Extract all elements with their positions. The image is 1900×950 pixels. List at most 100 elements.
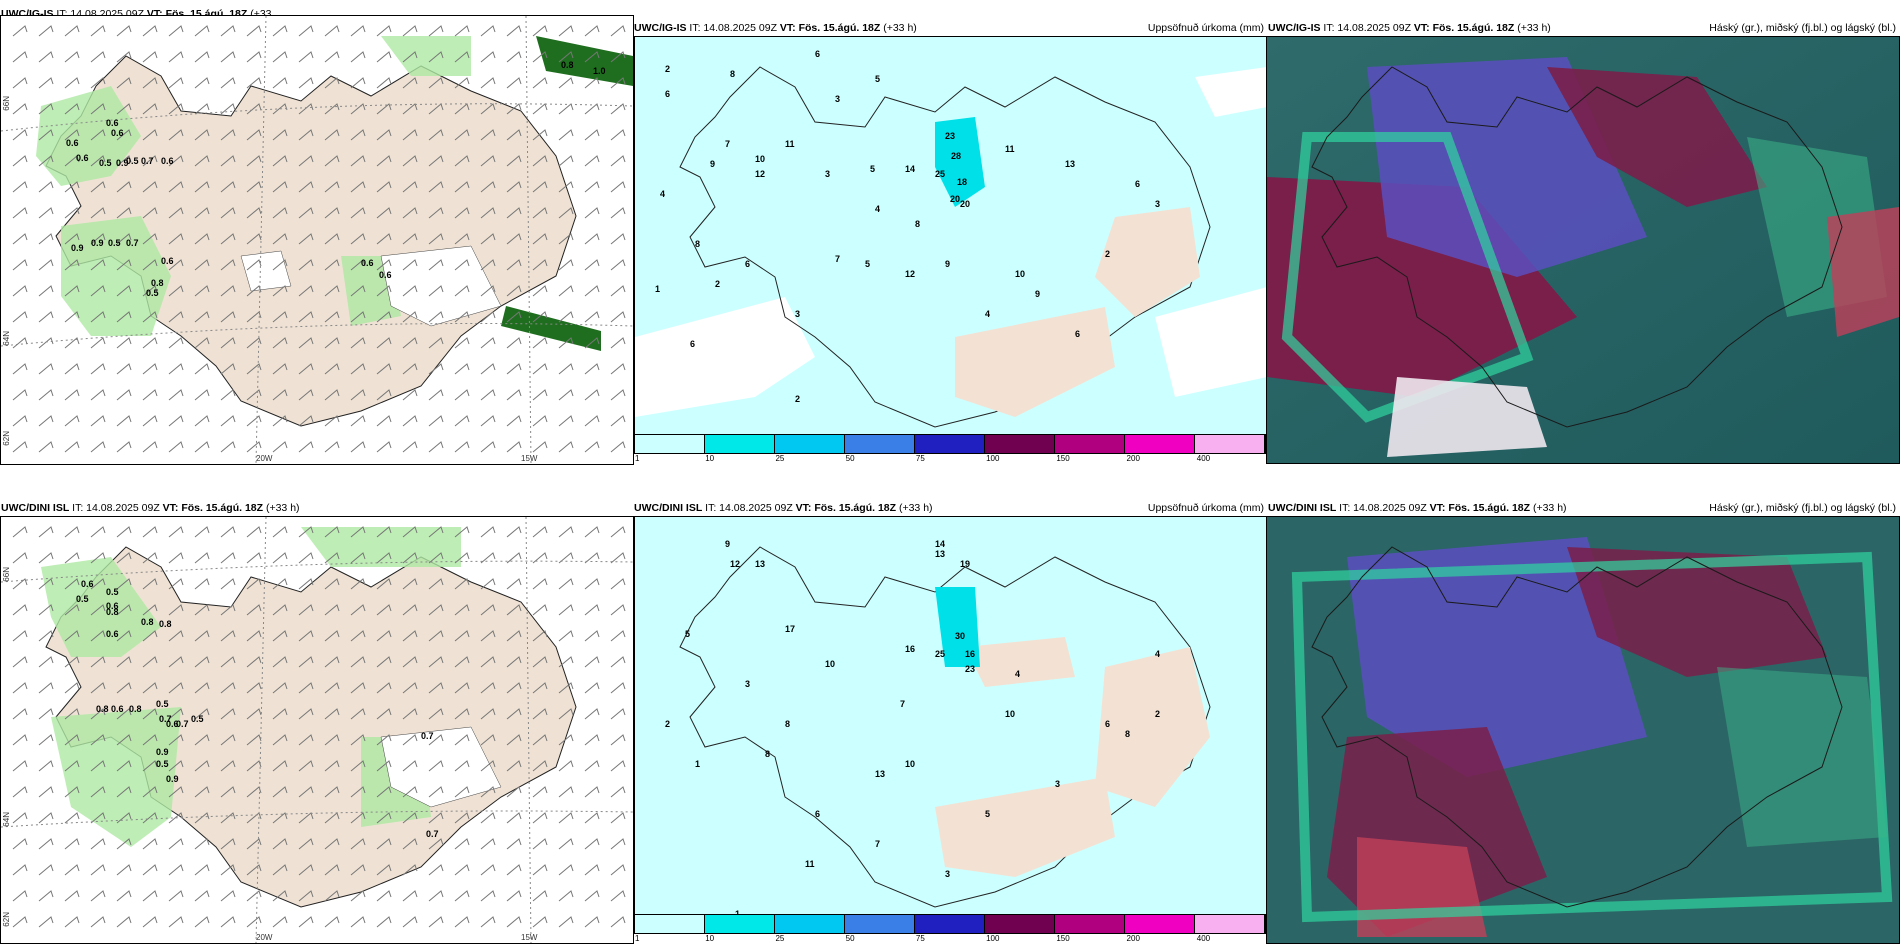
wind-barb	[350, 656, 366, 668]
value-label: 23	[945, 131, 955, 141]
wind-barb	[142, 890, 158, 902]
wind-barb	[350, 311, 366, 323]
wind-barbs-bottom	[12, 526, 626, 928]
wind-barb	[142, 233, 158, 245]
wind-barb	[376, 337, 392, 349]
wind-barb	[90, 259, 106, 271]
wind-barb	[480, 363, 496, 375]
wind-barb	[142, 578, 158, 590]
value-label: 8	[785, 719, 790, 729]
value-label: 0.5	[146, 288, 159, 298]
wind-barb	[298, 51, 314, 63]
panel-r1c1: UWC/IG-IS IT: 14.08.2025 09Z VT: Fös. 15…	[0, 8, 634, 465]
wind-barb	[532, 552, 548, 564]
colorbar-tick: 50	[845, 934, 855, 943]
cloud-map-bottom[interactable]	[1266, 516, 1900, 944]
dark-green-band-ne	[536, 36, 633, 86]
wind-barb	[246, 441, 262, 453]
wind-barb	[246, 604, 262, 616]
wind-barb	[532, 760, 548, 772]
value-label: 6	[665, 89, 670, 99]
wind-barb	[428, 259, 444, 271]
wind-barb	[298, 630, 314, 642]
wind-barb	[532, 181, 548, 193]
wind-barb	[272, 285, 288, 297]
lead-time: (+33 h)	[265, 502, 300, 514]
wind-barb	[350, 181, 366, 193]
wind-barb	[38, 415, 54, 427]
wind-barb	[272, 864, 288, 876]
value-label: 11	[1005, 144, 1015, 154]
wind-barb	[610, 916, 626, 928]
value-label: 3	[1155, 199, 1160, 209]
value-label: 0.5	[126, 156, 139, 166]
map-title: Uppsöfnuð úrkoma (mm)	[1147, 502, 1264, 514]
wind-barbs-top	[12, 25, 626, 453]
wind-barb	[428, 129, 444, 141]
colorbar-swatch	[915, 915, 985, 933]
wind-barb	[272, 103, 288, 115]
precip-map-bottom[interactable]: 9 12 13 14 19 13 17 16 25 30 16 23 10 5 3 8 2 1 6 8 7 13 10 4 3 8…	[634, 516, 1268, 930]
wind-barb	[610, 812, 626, 824]
wind-barb	[454, 363, 470, 375]
wind-barb	[246, 181, 262, 193]
wind-barb	[506, 734, 522, 746]
value-label: 0.5	[191, 714, 204, 724]
gridlines-bottom	[1, 517, 633, 943]
wind-barb	[584, 552, 600, 564]
wind-barb	[506, 155, 522, 167]
wind-barb	[142, 103, 158, 115]
wind-barb	[532, 812, 548, 824]
wind-barb	[584, 441, 600, 453]
wind-barb	[584, 415, 600, 427]
high-cloud-ne	[1567, 547, 1827, 677]
wind-barb	[532, 337, 548, 349]
wind-barb	[350, 259, 366, 271]
colorbar-tick: 25	[775, 934, 785, 943]
value-label: 12	[730, 559, 740, 569]
wind-barb	[194, 630, 210, 642]
wind-barb	[480, 656, 496, 668]
wind-barb	[454, 51, 470, 63]
wind-barb	[272, 526, 288, 538]
valid-time: VT: Fös. 15.ágú. 18Z	[795, 502, 897, 514]
panel-header: UWC/DINI ISL IT: 14.08.2025 09Z VT: Fös.…	[1, 500, 631, 516]
wind-barb	[220, 890, 236, 902]
white-area-north	[1195, 67, 1267, 117]
wind-barb	[324, 51, 340, 63]
wind-barb	[220, 259, 236, 271]
glacier-vatnajokull	[380, 726, 502, 808]
wind-barb	[220, 916, 236, 928]
wind-barb	[142, 415, 158, 427]
wind-barb	[116, 578, 132, 590]
wind-barb	[168, 25, 184, 37]
iceland-outline-cloud	[1311, 66, 1843, 428]
precip-map-top[interactable]: 2 6 8 6 5 3 7 9 10 11 12 14 25 28 18 20 20 23 3 5 11 13 4 8 6 4 9 8…	[634, 36, 1268, 450]
wind-barb	[298, 734, 314, 746]
lon-label-20w: 20W	[256, 454, 273, 463]
colorbar-tick: 10	[705, 934, 715, 943]
wind-map-top[interactable]: 0.6 0.6 0.6 0.6 0.5 0.9 0.5 0.7 0.6 0.9 0.9 0.5 0.7 0…	[0, 15, 634, 465]
wind-barb	[558, 552, 574, 564]
wind-barb	[584, 337, 600, 349]
wind-barb	[64, 526, 80, 538]
init-time: IT: 14.08.2025 09Z	[705, 502, 793, 514]
wind-barb	[610, 259, 626, 271]
wind-barb	[428, 864, 444, 876]
wind-barb	[376, 578, 392, 590]
wind-barb	[376, 708, 392, 720]
wind-barb	[90, 181, 106, 193]
wind-barb	[532, 838, 548, 850]
wind-barb	[532, 890, 548, 902]
wind-barb	[350, 734, 366, 746]
wind-barb	[12, 656, 28, 668]
wind-barb	[506, 285, 522, 297]
valid-time: VT: Fös. 15.ágú. 18Z	[1413, 22, 1515, 34]
wind-barb	[38, 77, 54, 89]
cloud-map-top[interactable]	[1266, 36, 1900, 464]
lat-label-64n: 64N	[2, 812, 11, 827]
wind-map-bottom[interactable]: 0.6 0.5 0.5 0.6 0.8 0.8 0.8 0.6 0.8 0.6 0.8 0.5 0.7 0…	[0, 516, 634, 944]
wind-barb	[116, 708, 132, 720]
wind-barb	[246, 552, 262, 564]
wind-barb	[64, 786, 80, 798]
